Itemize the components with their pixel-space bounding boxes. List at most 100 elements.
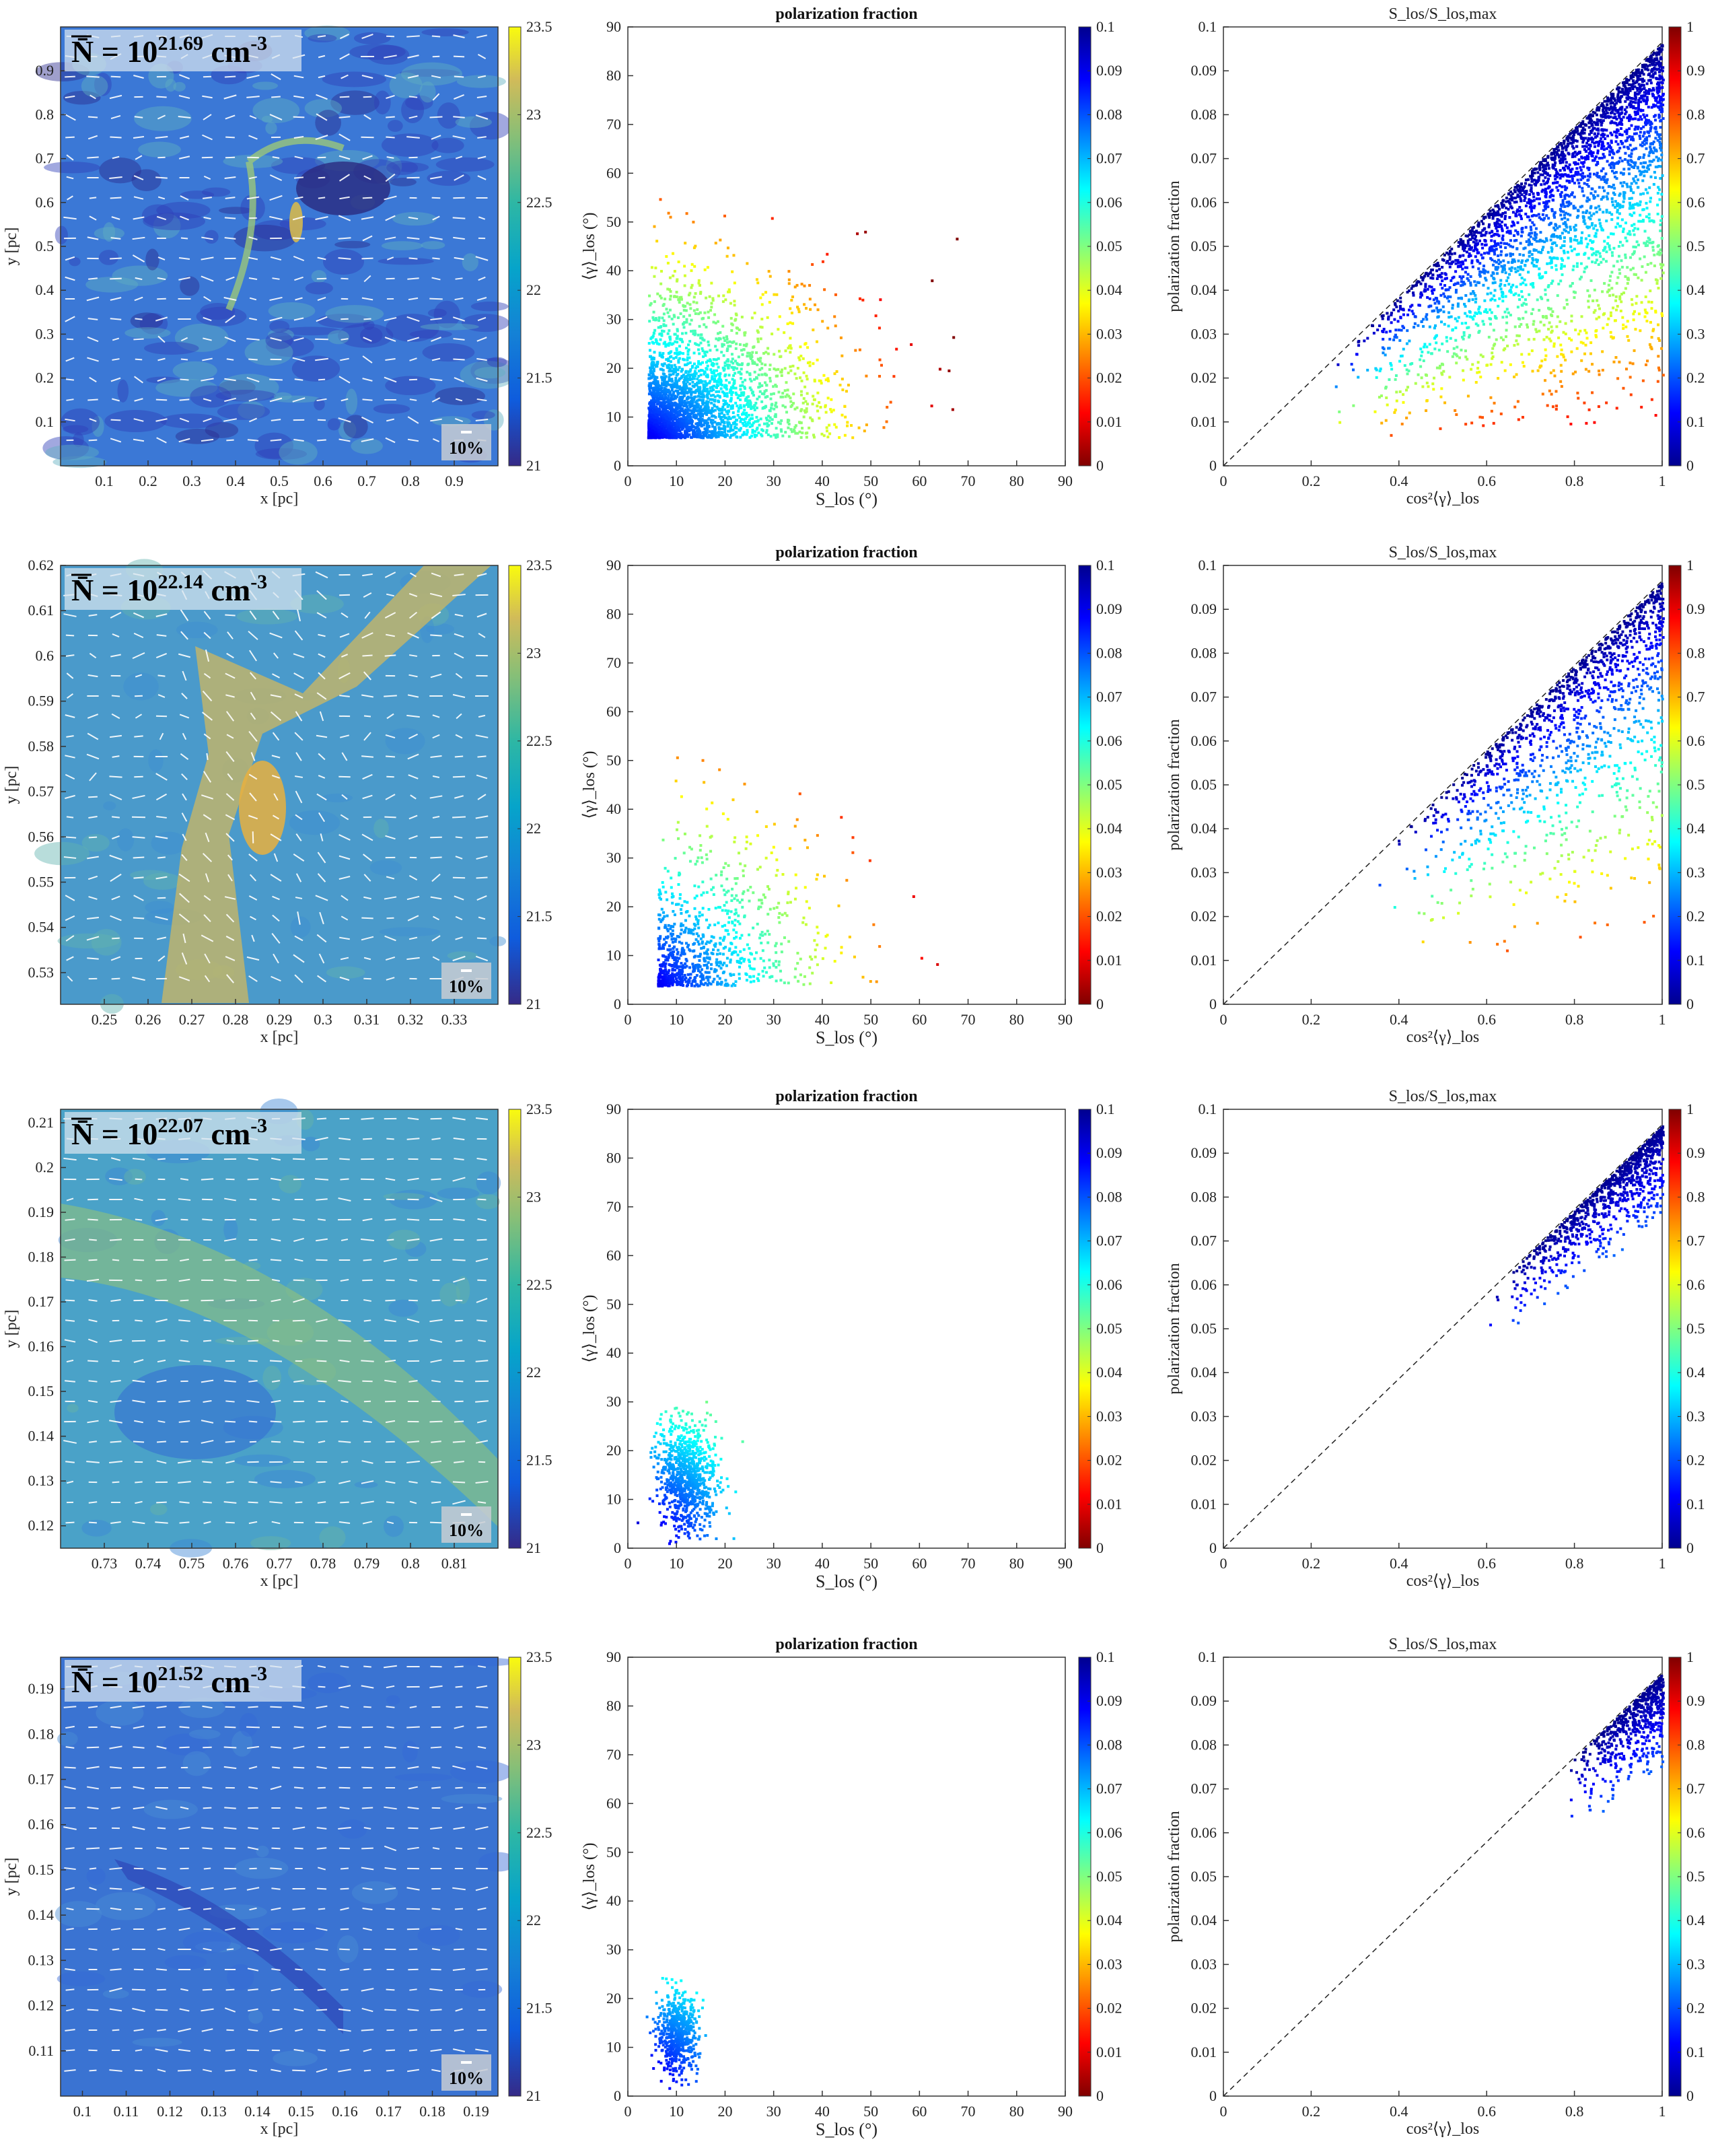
scatter-point xyxy=(685,405,688,408)
scatter-point xyxy=(671,420,674,423)
scatter-point xyxy=(847,384,850,387)
scatter-point xyxy=(789,337,792,340)
scatter-point xyxy=(793,372,797,376)
scatter-point xyxy=(1617,254,1620,258)
scatter-point xyxy=(678,296,682,300)
scatter-point xyxy=(1504,246,1507,249)
scatter-point xyxy=(665,358,668,361)
scatter-point xyxy=(674,333,677,336)
scatter-point xyxy=(733,366,736,370)
scatter-point xyxy=(744,331,747,335)
scatter-point xyxy=(668,363,671,367)
scatter-point xyxy=(1561,232,1564,235)
scatter-point xyxy=(824,405,827,409)
scatter-point xyxy=(659,296,663,300)
scatter-point xyxy=(686,434,690,438)
scatter-point xyxy=(684,331,688,335)
scatter-point xyxy=(654,338,657,341)
scatter-point xyxy=(709,358,712,361)
scatter-point xyxy=(1625,79,1629,82)
scatter-point xyxy=(732,374,736,377)
scatter-point xyxy=(677,379,680,382)
polarization-vector xyxy=(385,358,396,361)
scatter-point xyxy=(718,412,721,415)
scatter-point xyxy=(1583,270,1586,273)
scatter-point xyxy=(678,301,681,304)
scatter-point xyxy=(1531,370,1534,373)
polarization-vector xyxy=(269,114,283,120)
scatter-point xyxy=(773,433,776,437)
scatter-point xyxy=(694,342,697,345)
scatter-point xyxy=(721,409,724,412)
scatter-point xyxy=(675,295,678,298)
polarization-vector xyxy=(338,215,351,221)
polarization-vector xyxy=(315,357,328,361)
scatter-point xyxy=(738,370,742,374)
scatter-point xyxy=(910,343,913,346)
scatter-point xyxy=(808,426,811,429)
polarization-vector xyxy=(338,417,351,423)
scatter-point xyxy=(1530,206,1534,209)
scatter-point xyxy=(1511,211,1515,214)
scatter-point xyxy=(769,435,773,438)
density-structure xyxy=(308,34,337,42)
scatter-point xyxy=(1609,311,1612,314)
scatter-point xyxy=(699,374,703,377)
scatter-point xyxy=(766,433,770,436)
scatter-point xyxy=(1419,347,1423,351)
polarization-vector xyxy=(385,215,396,221)
scatter-point xyxy=(1559,193,1562,196)
scatter-point xyxy=(682,352,685,355)
scatter-point xyxy=(812,433,816,437)
polarization-vector xyxy=(316,113,328,121)
scatter-point xyxy=(676,316,680,319)
scatter-point xyxy=(1640,279,1643,282)
scatter-point xyxy=(652,341,655,345)
scatter-point xyxy=(734,425,737,429)
scatter-point xyxy=(714,416,717,419)
scatter-point xyxy=(668,415,671,418)
scatter-point xyxy=(695,406,699,409)
density-structure xyxy=(487,357,507,368)
scatter-point xyxy=(1595,211,1598,214)
scatter-point xyxy=(669,390,672,393)
scatter-point xyxy=(1598,157,1602,160)
polarization-vector xyxy=(362,398,373,401)
scatter-point xyxy=(1546,404,1549,407)
scatter-point xyxy=(717,407,721,411)
polarization-vector xyxy=(224,217,236,219)
scatter-point xyxy=(677,361,680,364)
polarization-vector xyxy=(361,257,373,260)
scatter-point xyxy=(1620,300,1623,304)
scatter-point xyxy=(1639,193,1643,196)
density-map-panel-1: 0.1 0.2 0.3 0.4 0.5 0.6 0.7 0.8 0.90.10.20.30.40… xyxy=(3,18,552,508)
scatter-point xyxy=(1406,313,1410,316)
scatter-point xyxy=(686,429,689,432)
scatter-point xyxy=(1644,271,1647,274)
scatter-point xyxy=(671,435,674,438)
scatter-point xyxy=(824,411,828,414)
scatter-point xyxy=(1388,347,1391,350)
scatter-point xyxy=(652,381,655,384)
x-tick-label: 60 xyxy=(912,473,927,489)
polarization-vector xyxy=(362,355,373,363)
scatter-point xyxy=(686,343,690,347)
scatter-point xyxy=(731,421,735,425)
scatter-point xyxy=(701,418,704,421)
scatter-point xyxy=(751,428,754,431)
scatter-point xyxy=(1433,326,1436,330)
scatter-point xyxy=(1627,168,1631,171)
scatter-point xyxy=(725,341,729,344)
scatter-point xyxy=(1482,252,1486,255)
polarization-vector xyxy=(293,116,305,118)
scatter-point xyxy=(729,417,732,420)
polarization-vector xyxy=(224,336,236,343)
density-structure xyxy=(269,320,290,333)
scatter-point xyxy=(757,386,760,389)
polarization-vector xyxy=(454,94,464,100)
scatter-point xyxy=(688,405,692,409)
polarization-vector xyxy=(316,316,328,322)
scatter-point xyxy=(753,409,756,412)
scatter-point xyxy=(677,298,680,302)
scatter-point xyxy=(684,431,687,435)
